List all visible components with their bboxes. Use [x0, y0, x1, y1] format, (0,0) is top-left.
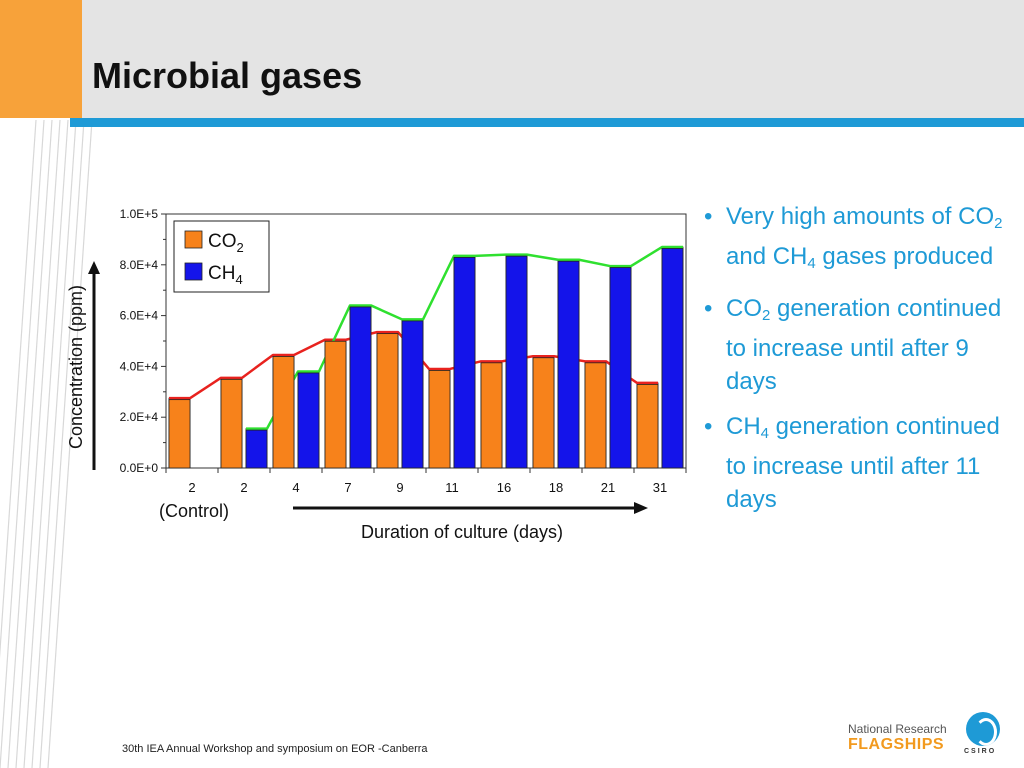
stripe-line — [0, 119, 45, 768]
x-tick-label: 9 — [396, 480, 403, 495]
y-axis-arrowhead-icon — [88, 261, 100, 274]
legend-label-base: CH — [208, 263, 235, 284]
orange-corner-tab — [0, 0, 82, 118]
logo-line1: National Research — [848, 722, 947, 736]
bullet-dot-icon: • — [704, 203, 713, 230]
bar-ch4-front — [245, 429, 268, 469]
bullet-text: CO — [726, 295, 762, 322]
subscript-text: 4 — [760, 425, 770, 442]
y-tick-label: 2.0E+4 — [120, 410, 159, 424]
x-tick-label: 7 — [344, 480, 351, 495]
x-tick-label: 21 — [601, 480, 615, 495]
header-band — [0, 0, 1024, 118]
footer-text: 30th IEA Annual Workshop and symposium o… — [122, 743, 428, 755]
bullet-text: CH — [726, 413, 761, 440]
x-axis-label: Duration of culture (days) — [361, 522, 563, 542]
bullet-item: • Very high amounts of CO2 and CH4 gases … — [704, 200, 1014, 280]
bullet-text: generation continued to increase until a… — [726, 413, 1000, 513]
bullet-text: generation continued to increase until a… — [726, 295, 1002, 395]
stripe-line — [39, 119, 85, 768]
y-tick-label: 6.0E+4 — [120, 309, 159, 323]
legend-swatch-co2 — [184, 230, 203, 249]
legend-label-subscript: 4 — [235, 272, 242, 287]
bullet-item: • CH4 generation continued to increase un… — [704, 410, 1014, 516]
legend-label-ch4: CH4 — [208, 263, 243, 287]
trend-line-ch4 — [246, 245, 683, 430]
bar-co2-front — [532, 357, 555, 469]
bar-ch4-front — [661, 248, 684, 469]
bar-ch4-front — [297, 372, 320, 469]
stripe-line — [23, 119, 69, 768]
csiro-emblem-icon — [966, 712, 1000, 746]
control-annotation: (Control) — [159, 501, 229, 521]
flagships-logo: National Research FLAGSHIPS CSIRO — [848, 712, 1018, 762]
bar-co2-front — [428, 370, 451, 469]
x-tick-label: 31 — [653, 480, 667, 495]
bullet-item: • CO2 generation continued to increase un… — [704, 292, 1014, 398]
legend-label-co2: CO2 — [208, 231, 244, 255]
x-axis-arrowhead-icon — [634, 502, 648, 514]
bar-co2-front — [220, 378, 243, 469]
stripe-line — [31, 119, 77, 768]
y-tick-label: 8.0E+4 — [120, 258, 159, 272]
bar-co2-front — [272, 356, 295, 469]
x-tick-label: 11 — [445, 480, 459, 495]
logo-line2: FLAGSHIPS — [848, 736, 945, 753]
logo-line3: CSIRO — [964, 748, 997, 755]
bar-co2-front — [636, 384, 659, 469]
bar-co2-front — [480, 362, 503, 469]
slide-title: Microbial gases — [92, 55, 363, 96]
bullet-text: gases produced — [815, 243, 994, 270]
subscript-text: 2 — [994, 215, 1003, 232]
legend-label-base: CO — [208, 231, 237, 252]
subscript-text: 2 — [762, 307, 771, 324]
y-tick-label: 1.0E+5 — [120, 207, 159, 221]
legend-label-subscript: 2 — [237, 240, 244, 255]
bullet-text: Very high amounts of CO — [726, 203, 995, 230]
bar-co2-front — [584, 362, 607, 469]
bar-ch4-front — [453, 257, 476, 469]
stripe-line — [47, 119, 93, 768]
x-tick-label: 16 — [497, 480, 511, 495]
bar-co2-front — [324, 340, 347, 469]
bar-ch4-front — [557, 260, 580, 469]
bar-ch4-front — [609, 267, 632, 469]
stripe-line — [0, 119, 37, 660]
subscript-text: 4 — [807, 255, 816, 272]
legend-swatch-ch4 — [184, 262, 203, 281]
x-tick-label: 4 — [292, 480, 299, 495]
x-tick-label: 2 — [188, 480, 195, 495]
y-axis-label: Concentration (ppm) — [66, 285, 86, 449]
x-tick-label: 18 — [549, 480, 563, 495]
bullet-dot-icon: • — [704, 295, 713, 322]
bar-co2-front — [168, 399, 191, 469]
header-rule — [70, 118, 1024, 127]
bullet-list: • Very high amounts of CO2 and CH4 gases … — [704, 200, 1014, 528]
stripe-line — [15, 119, 61, 768]
y-tick-label: 4.0E+4 — [120, 359, 159, 373]
y-tick-label: 0.0E+0 — [120, 461, 159, 475]
stripe-line — [7, 119, 53, 768]
bar-ch4-front — [505, 255, 528, 469]
bar-ch4-front — [401, 320, 424, 469]
bullet-text: and CH — [726, 243, 808, 270]
bullet-dot-icon: • — [704, 413, 713, 440]
bar-ch4-front — [349, 306, 372, 469]
x-tick-label: 2 — [240, 480, 247, 495]
bar-co2-front — [376, 333, 399, 469]
